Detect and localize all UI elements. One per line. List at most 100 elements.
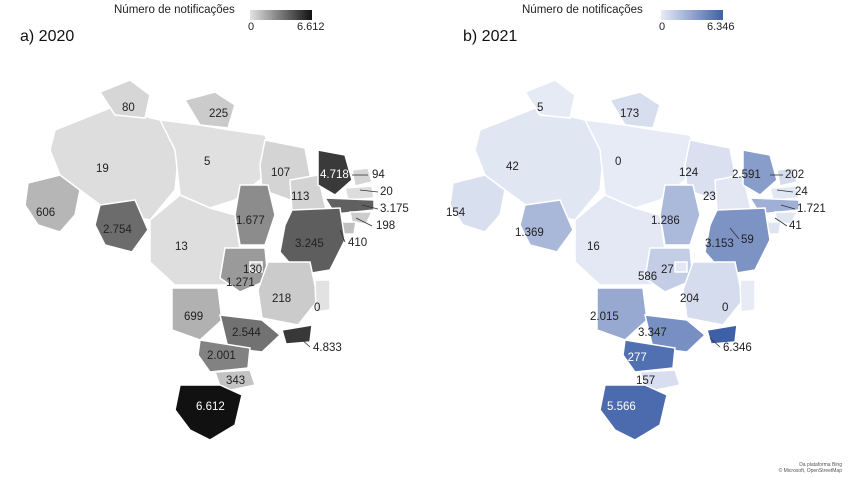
region-value: 699 xyxy=(184,311,203,323)
state-go xyxy=(219,247,269,293)
panel-title: a) 2020 xyxy=(20,28,75,45)
region-value: 0 xyxy=(722,302,728,314)
state-ce xyxy=(317,149,353,196)
brazil-map-2020: 80 225 19 5 107 4.718 94 20 113 3.175 19… xyxy=(24,79,409,441)
region-value: 4.833 xyxy=(313,342,342,354)
region-value: 2.591 xyxy=(732,169,761,181)
state-sp xyxy=(644,314,707,353)
map-panel-2021: Número de notificações 0 6.346 b) 2021 xyxy=(425,0,850,478)
region-value: 343 xyxy=(226,375,245,387)
state-sp xyxy=(219,314,282,353)
state-rr xyxy=(98,79,151,119)
region-value: 1.677 xyxy=(236,215,265,227)
map-panel-2020: Número de notificações 0 6.612 a) 2020 xyxy=(20,4,409,441)
region-value: 225 xyxy=(209,108,228,120)
legend-max: 6.346 xyxy=(707,21,735,33)
legend-min: 0 xyxy=(248,21,255,33)
state-pb xyxy=(344,185,375,201)
region-value: 0 xyxy=(615,156,621,168)
map-attribution: Da plataforma Bing © Microsoft, OpenStre… xyxy=(778,462,842,474)
region-value: 2.754 xyxy=(103,224,132,236)
region-value: 3.245 xyxy=(295,238,324,250)
legend-color-scale xyxy=(661,10,723,20)
region-value: 154 xyxy=(446,207,466,219)
region-value: 1.721 xyxy=(797,203,826,215)
state-al xyxy=(349,211,374,225)
region-value: 16 xyxy=(587,241,600,253)
region-value: 218 xyxy=(272,293,291,305)
region-value: 2.001 xyxy=(207,350,236,362)
region-value: 113 xyxy=(291,191,309,203)
state-ms xyxy=(596,287,648,341)
state-to xyxy=(234,184,276,246)
region-value: 5 xyxy=(204,156,210,168)
region-value: 5.277 xyxy=(618,352,647,364)
region-value: 20 xyxy=(380,186,393,198)
state-ce xyxy=(742,149,778,196)
region-value: 0 xyxy=(314,302,320,314)
state-df xyxy=(249,261,263,273)
region-value: 2.544 xyxy=(232,327,261,339)
region-value: 6.346 xyxy=(723,342,752,354)
state-mg xyxy=(257,261,319,326)
region-value: 3.153 xyxy=(705,238,734,250)
state-rs xyxy=(599,384,668,441)
region-value: 2.015 xyxy=(590,311,619,323)
region-value: 94 xyxy=(372,169,385,181)
region-value: 124 xyxy=(679,167,699,179)
state-go xyxy=(644,247,694,293)
state-pr xyxy=(622,339,676,373)
state-ro xyxy=(94,199,149,253)
state-ba xyxy=(279,207,346,276)
legend-min: 0 xyxy=(659,21,666,33)
region-value: 130 xyxy=(243,264,262,276)
region-value: 6.612 xyxy=(196,401,225,413)
brazil-map-2021: 5 173 42 0 124 2.591 202 24 23 1.721 41 … xyxy=(446,79,826,441)
region-value: 1.286 xyxy=(651,215,680,227)
state-ap xyxy=(183,91,236,129)
region-value: 606 xyxy=(36,207,55,219)
region-value: 13 xyxy=(175,241,188,253)
region-value: 1.369 xyxy=(515,227,544,239)
state-to xyxy=(659,184,701,246)
state-rj xyxy=(281,324,313,345)
state-rs xyxy=(174,384,243,441)
region-value: 5 xyxy=(537,102,543,114)
region-value: 173 xyxy=(620,108,639,120)
region-value: 198 xyxy=(376,220,395,232)
state-rn xyxy=(776,167,798,187)
state-mg xyxy=(682,261,744,326)
region-value: 4.718 xyxy=(320,169,349,181)
state-ba xyxy=(704,207,771,276)
region-value: 410 xyxy=(348,237,367,249)
region-value: 202 xyxy=(785,169,804,181)
state-es xyxy=(739,279,756,313)
state-ms xyxy=(171,287,223,341)
state-ap xyxy=(608,91,661,129)
region-value: 23 xyxy=(703,191,716,203)
state-rr xyxy=(523,79,576,119)
region-value: 5.566 xyxy=(607,401,636,413)
region-value: 157 xyxy=(636,375,655,387)
state-df xyxy=(674,261,688,273)
region-value: 27 xyxy=(661,264,674,276)
state-rj xyxy=(706,324,738,345)
region-value: 19 xyxy=(96,163,109,175)
panel-title: b) 2021 xyxy=(463,28,518,45)
state-es xyxy=(314,279,331,313)
region-value: 80 xyxy=(122,102,135,114)
region-value: 59 xyxy=(741,234,754,246)
region-value: 586 xyxy=(638,271,657,283)
state-rn xyxy=(351,167,373,187)
state-ro xyxy=(519,199,574,253)
state-pb xyxy=(769,185,800,201)
legend-title: Número de notificações xyxy=(114,4,235,16)
legend-max: 6.612 xyxy=(297,21,325,33)
region-value: 3.175 xyxy=(380,203,409,215)
region-value: 42 xyxy=(506,161,519,173)
region-value: 3.347 xyxy=(638,327,667,339)
region-value: 204 xyxy=(680,293,700,305)
region-value: 107 xyxy=(271,167,290,179)
region-value: 24 xyxy=(795,186,808,198)
state-pr xyxy=(197,339,251,373)
